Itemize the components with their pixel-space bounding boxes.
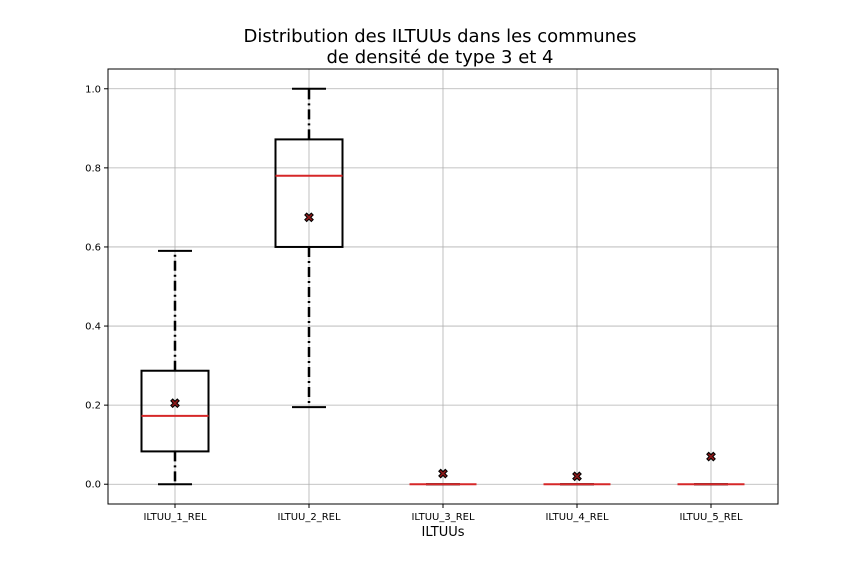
chart-title-line-2: de densité de type 3 et 4: [327, 47, 554, 68]
mean-marker: [170, 398, 180, 409]
mean-marker: [304, 212, 314, 223]
x-axis: ILTUU_1_REL ILTUU_2_REL ILTUU_3_REL ILTUU_4…: [143, 504, 743, 523]
box-series: [140, 87, 745, 486]
box-ILTUU_2_REL: [274, 87, 344, 409]
chart-title-line-1: Distribution des ILTUUs dans les commune…: [243, 26, 636, 47]
box-iqr: [140, 369, 210, 453]
box-iqr: [274, 138, 344, 248]
y-tick-label: 0.2: [85, 401, 101, 412]
x-tick-label: ILTUU_1_REL: [143, 512, 207, 523]
box-ILTUU_1_REL: [140, 249, 210, 486]
x-tick-label: ILTUU_4_REL: [545, 512, 609, 523]
x-axis-label: ILTUUs: [421, 525, 464, 540]
grid-lines: [108, 69, 778, 504]
y-axis: 0.0 0.2 0.4 0.6 0.8 1.0: [85, 84, 108, 491]
mean-marker: [706, 451, 716, 462]
box-ILTUU_4_REL: [543, 471, 611, 486]
y-tick-label: 0.6: [85, 242, 101, 253]
y-tick-label: 0.0: [85, 480, 101, 491]
mean-marker: [572, 471, 582, 482]
y-tick-label: 0.8: [85, 163, 101, 174]
box-ILTUU_3_REL: [409, 468, 477, 486]
mean-marker: [438, 468, 448, 479]
x-tick-label: ILTUU_5_REL: [679, 512, 743, 523]
y-tick-label: 1.0: [85, 84, 101, 95]
box-ILTUU_5_REL: [677, 451, 745, 486]
x-tick-label: ILTUU_3_REL: [411, 512, 475, 523]
x-tick-label: ILTUU_2_REL: [277, 512, 341, 523]
y-tick-label: 0.4: [85, 322, 101, 333]
